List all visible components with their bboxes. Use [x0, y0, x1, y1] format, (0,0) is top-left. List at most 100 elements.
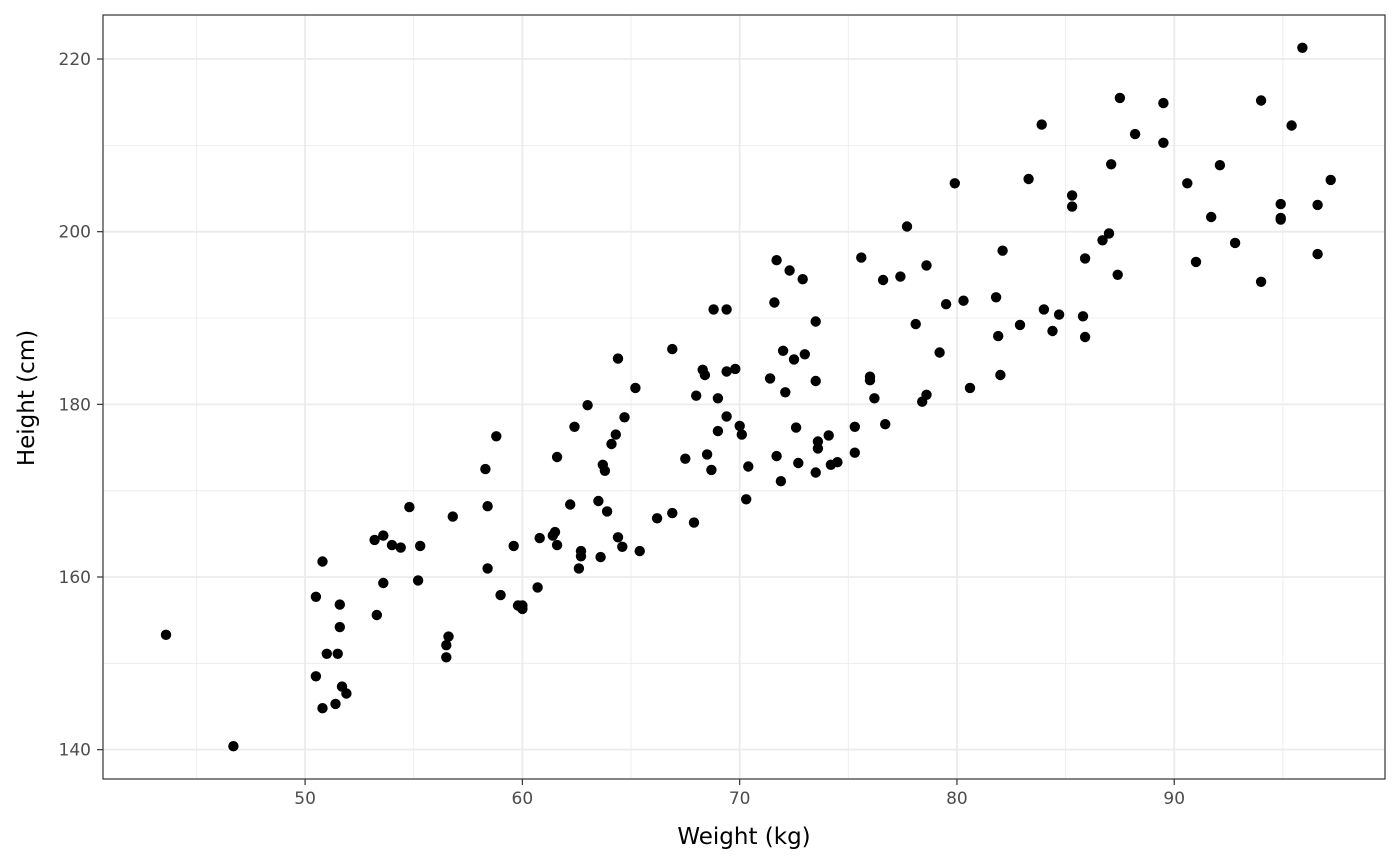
data-point: [1255, 276, 1267, 287]
data-point: [880, 419, 891, 430]
data-point: [940, 299, 952, 310]
data-point: [743, 461, 754, 472]
data-point: [491, 431, 502, 442]
data-point: [495, 589, 506, 601]
y-tick-label: 180: [59, 395, 91, 415]
data-point: [1206, 211, 1217, 223]
data-point: [310, 591, 322, 602]
data-point: [369, 534, 380, 546]
data-point: [736, 429, 747, 440]
data-point: [910, 318, 921, 330]
major-gridlines: [103, 15, 1385, 779]
data-point: [1190, 256, 1202, 268]
y-axis-title: Height (cm): [14, 330, 40, 466]
data-point: [1275, 198, 1286, 210]
data-point: [1112, 269, 1123, 280]
data-point: [532, 582, 543, 593]
data-point: [1114, 92, 1126, 104]
data-point: [593, 495, 604, 507]
data-point: [1106, 159, 1117, 170]
minor-gridlines: [103, 15, 1385, 779]
data-point: [741, 494, 752, 505]
data-point: [551, 451, 563, 463]
data-point: [601, 506, 613, 517]
data-point: [582, 400, 593, 411]
data-point: [341, 688, 352, 699]
data-point: [993, 330, 1004, 342]
data-point: [1066, 201, 1078, 212]
data-point: [412, 575, 424, 586]
x-axis-ticks: 50 60 70 80 90: [294, 779, 1185, 809]
data-point: [310, 671, 322, 682]
data-point: [1079, 331, 1091, 343]
data-point: [895, 271, 906, 282]
y-tick-label: 200: [59, 223, 91, 243]
data-point: [334, 599, 345, 610]
data-point: [395, 542, 406, 553]
data-point: [415, 540, 426, 552]
data-point: [551, 539, 563, 551]
data-point: [441, 652, 452, 663]
y-tick-label: 160: [59, 568, 91, 588]
data-point: [441, 640, 452, 651]
data-point: [771, 450, 782, 462]
data-point: [734, 420, 745, 432]
data-point: [1129, 128, 1141, 140]
y-tick-label: 140: [59, 741, 91, 761]
data-point: [964, 382, 976, 394]
data-point: [378, 577, 389, 589]
data-point: [1047, 325, 1058, 337]
data-point: [775, 476, 787, 487]
data-point: [386, 539, 398, 551]
data-points: [160, 42, 1336, 752]
data-point: [958, 295, 969, 306]
data-point: [793, 457, 804, 469]
data-point: [810, 467, 821, 478]
data-point: [810, 316, 821, 327]
data-point: [667, 343, 678, 355]
data-point: [1182, 178, 1193, 189]
data-point: [934, 347, 945, 358]
data-point: [1255, 95, 1267, 106]
data-point: [1286, 120, 1297, 131]
data-point: [617, 541, 628, 552]
panel-border: [102, 14, 1386, 780]
data-point: [634, 545, 645, 557]
data-point: [1275, 212, 1286, 224]
data-point: [317, 703, 328, 714]
data-point: [849, 421, 860, 432]
data-point: [651, 513, 663, 524]
data-point: [849, 447, 860, 458]
data-point: [443, 631, 454, 642]
data-point: [949, 178, 960, 189]
data-point: [771, 255, 782, 266]
data-point: [699, 369, 711, 381]
data-point: [619, 412, 630, 423]
data-point: [228, 741, 239, 752]
data-point: [691, 390, 702, 401]
data-point: [595, 551, 606, 563]
data-point: [1038, 304, 1050, 315]
data-point: [769, 297, 780, 308]
data-point: [788, 354, 800, 365]
data-point: [334, 621, 345, 633]
data-point: [712, 393, 724, 404]
data-point: [921, 389, 932, 400]
data-point: [332, 648, 343, 659]
data-point: [730, 363, 741, 375]
data-point: [447, 511, 458, 522]
y-axis-ticks: 140 160 180 200 220: [59, 50, 103, 761]
data-point: [565, 499, 576, 510]
data-point: [712, 425, 724, 437]
data-point: [630, 382, 641, 394]
y-tick-label: 220: [59, 50, 91, 70]
data-point: [1158, 137, 1169, 148]
data-point: [508, 540, 519, 552]
x-tick-label: 70: [729, 789, 751, 809]
data-point: [997, 245, 1008, 256]
data-point: [799, 349, 810, 360]
data-point: [995, 369, 1006, 381]
data-point: [1077, 311, 1089, 322]
x-tick-label: 50: [294, 789, 316, 809]
